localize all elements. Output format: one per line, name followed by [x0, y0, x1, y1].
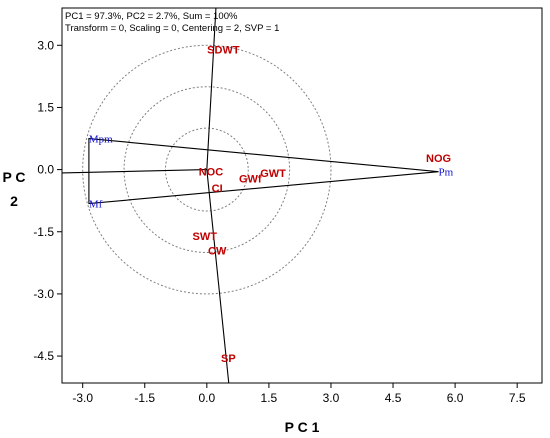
plot-frame	[61, 7, 543, 384]
concentric-circle-1	[164, 127, 249, 212]
trait-label: CW	[208, 245, 227, 257]
x-tick-label: 6.0	[447, 391, 464, 405]
y-tick-label: 0.0	[37, 163, 54, 177]
axis-ticks: -3.0 -1.5 0.0 1.5 3.0 4.5 6.0 7.5 3.0 1.5 0.0 -1.5 -…	[33, 38, 526, 405]
trait-label: GWT	[260, 168, 286, 180]
x-tick-label: 7.5	[509, 391, 526, 405]
sector-ray-3	[206, 7, 217, 170]
y-tick-label: -4.5	[33, 349, 54, 363]
genotype-label: Mf	[89, 199, 103, 211]
header-line-1: PC1 = 97.3%, PC2 = 2.7%, Sum = 100%	[65, 11, 238, 22]
polygon-outline	[88, 137, 439, 205]
x-tick-label: -1.5	[134, 391, 155, 405]
y-tick-label: 3.0	[37, 38, 54, 52]
x-tick-label: 0.0	[198, 391, 215, 405]
trait-label: GWf	[239, 174, 262, 186]
y-tick-label: 1.5	[37, 100, 54, 114]
genotype-label: Pm	[439, 167, 454, 179]
concentric-circle-3	[82, 44, 332, 295]
genotype-label: Mpm	[89, 134, 113, 146]
trait-label: NOC	[199, 167, 224, 179]
y-axis-title-part: 2	[10, 193, 18, 209]
y-tick-label: -3.0	[33, 287, 54, 301]
sector-ray-1	[206, 169, 230, 384]
y-axis-title-part: P C	[2, 169, 25, 185]
trait-label: CI	[212, 183, 223, 195]
x-tick-label: 4.5	[385, 391, 402, 405]
y-tick-label: -1.5	[33, 225, 54, 239]
trait-label: NOG	[426, 153, 451, 165]
concentric-circles	[82, 44, 332, 295]
trait-label: SWT	[193, 231, 218, 243]
x-axis-title: P C 1	[285, 419, 320, 435]
trait-label: SDWT	[207, 44, 240, 56]
header-line-2: Transform = 0, Scaling = 0, Centering = …	[65, 23, 279, 34]
x-tick-label: 1.5	[261, 391, 278, 405]
x-tick-label: -3.0	[72, 391, 93, 405]
y-axis-title: P C 2	[2, 169, 25, 209]
x-tick-label: 3.0	[323, 391, 340, 405]
sector-ray-2	[61, 169, 207, 174]
polygon	[88, 137, 439, 205]
trait-label: SP	[221, 353, 236, 365]
sector-rays	[61, 7, 230, 384]
concentric-circle-2	[123, 86, 291, 253]
